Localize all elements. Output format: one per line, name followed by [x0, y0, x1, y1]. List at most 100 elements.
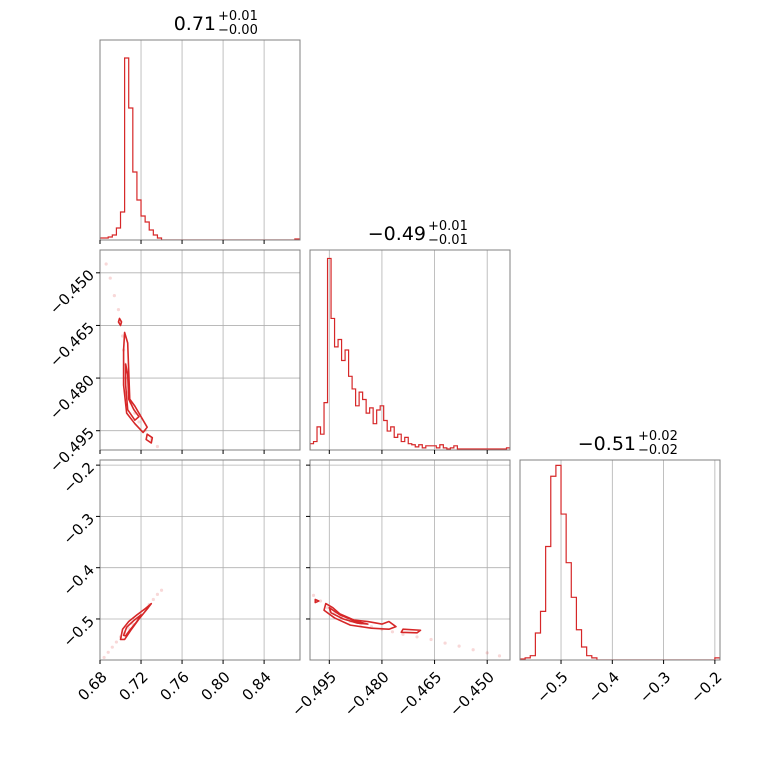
sample-point	[471, 648, 475, 652]
panel-title-value: 0.71	[174, 13, 216, 35]
contour-line	[323, 602, 397, 631]
x-tick-label: −0.450	[446, 668, 498, 720]
panel-hist-1: −0.49 +0.01−0.01	[309, 219, 511, 454]
grid-lines	[100, 460, 300, 660]
sample-point	[102, 655, 106, 660]
contour-line	[117, 317, 123, 327]
sample-point	[120, 334, 125, 338]
panel-title-upper-error: +0.02	[638, 429, 678, 444]
panel-title-lower-error: −0.00	[218, 23, 258, 38]
panel-scatter-2-0: 0.68 0.72 0.76 0.80 0.84−0.2−0.3−0.4−0.5	[60, 458, 301, 704]
panel-title-value: −0.51	[578, 433, 636, 455]
x-ticks	[560, 660, 716, 664]
sample-point	[159, 588, 164, 592]
plot-area	[520, 464, 720, 660]
panel-title-value: −0.49	[368, 223, 426, 245]
sample-point	[311, 593, 316, 597]
x-tick-label: 0.84	[239, 668, 275, 704]
sample-point	[485, 651, 489, 655]
histogram-step	[100, 57, 300, 240]
y-tick-label: −0.465	[46, 319, 98, 371]
panel-frame	[519, 459, 721, 661]
x-ticks	[99, 660, 265, 664]
sample-point	[155, 444, 160, 449]
contour-line	[328, 606, 369, 625]
x-ticks	[99, 240, 265, 244]
x-ticks	[328, 450, 488, 454]
sample-point	[429, 637, 433, 642]
sample-point	[127, 626, 131, 630]
y-ticks	[96, 464, 100, 620]
histogram-step	[310, 257, 510, 450]
x-tick-label: 0.68	[74, 668, 110, 704]
plot-area	[100, 57, 300, 240]
grid-lines	[100, 250, 300, 450]
grid-lines	[140, 40, 265, 240]
contour-line	[119, 602, 153, 641]
y-tick-label: −0.450	[46, 266, 98, 318]
sample-point	[114, 640, 119, 644]
x-tick-label: 0.72	[115, 668, 151, 704]
sample-point	[325, 606, 330, 610]
panel-hist-2: −0.5 −0.4 −0.3 −0.2 −0.51 +0.02−0.02	[519, 429, 726, 707]
contour-line	[122, 614, 142, 637]
panel-title-upper-error: +0.01	[218, 9, 258, 24]
plot-area	[311, 593, 502, 658]
panel-scatter-2-1: −0.495 −0.480 −0.465 −0.450	[288, 459, 511, 720]
contour-line	[400, 628, 422, 634]
contour-line	[122, 331, 148, 434]
sample-point	[401, 632, 405, 636]
x-tick-label: −0.495	[288, 668, 340, 720]
panel-frame	[309, 459, 511, 661]
y-tick-label: −0.5	[60, 612, 98, 650]
y-ticks	[96, 272, 100, 432]
grid-lines	[328, 250, 488, 450]
sample-point	[155, 592, 160, 596]
sample-point	[137, 420, 141, 424]
x-ticks	[328, 660, 488, 664]
sample-point	[443, 641, 447, 645]
x-ticks	[99, 450, 265, 454]
x-tick-label: −0.3	[636, 668, 674, 706]
sample-point	[112, 294, 116, 298]
sample-point	[497, 654, 502, 658]
sample-point	[318, 599, 323, 603]
x-tick-label: −0.480	[341, 668, 393, 720]
sample-point	[415, 635, 419, 639]
panel-hist-0: 0.71 +0.01−0.00	[99, 9, 301, 244]
panel-scatter-1-0: −0.450−0.465−0.480−0.495	[46, 249, 301, 476]
panel-frame	[99, 39, 301, 241]
x-tick-label: 0.80	[197, 668, 233, 704]
x-tick-label: −0.465	[393, 668, 445, 720]
sample-point	[457, 644, 461, 648]
y-tick-label: −0.4	[60, 561, 98, 599]
contour-line	[124, 363, 140, 421]
contour-line	[145, 433, 154, 444]
sample-point	[390, 630, 395, 634]
panel-title-lower-error: −0.01	[428, 233, 468, 248]
sample-point	[110, 645, 114, 649]
plot-area	[102, 588, 164, 660]
panel-frame	[309, 249, 511, 451]
plot-area	[104, 262, 160, 449]
x-tick-label: 0.76	[156, 668, 192, 704]
sample-point	[151, 597, 155, 602]
y-tick-label: −0.480	[46, 371, 98, 423]
y-tick-label: −0.3	[60, 510, 98, 548]
plot-area	[310, 257, 510, 450]
panel-frame	[99, 459, 301, 661]
sample-point	[106, 650, 110, 654]
sample-point	[104, 262, 108, 266]
x-tick-label: −0.5	[533, 668, 571, 706]
x-tick-label: −0.4	[585, 668, 623, 706]
grid-lines	[560, 460, 716, 660]
panel-title-lower-error: −0.02	[638, 443, 678, 458]
x-tick-label: −0.2	[687, 668, 725, 706]
sample-point	[116, 308, 121, 312]
panel-frame	[99, 249, 301, 451]
contour-line	[314, 598, 320, 604]
panel-title-upper-error: +0.01	[428, 219, 468, 234]
y-ticks	[306, 464, 310, 620]
histogram-step	[520, 464, 720, 660]
